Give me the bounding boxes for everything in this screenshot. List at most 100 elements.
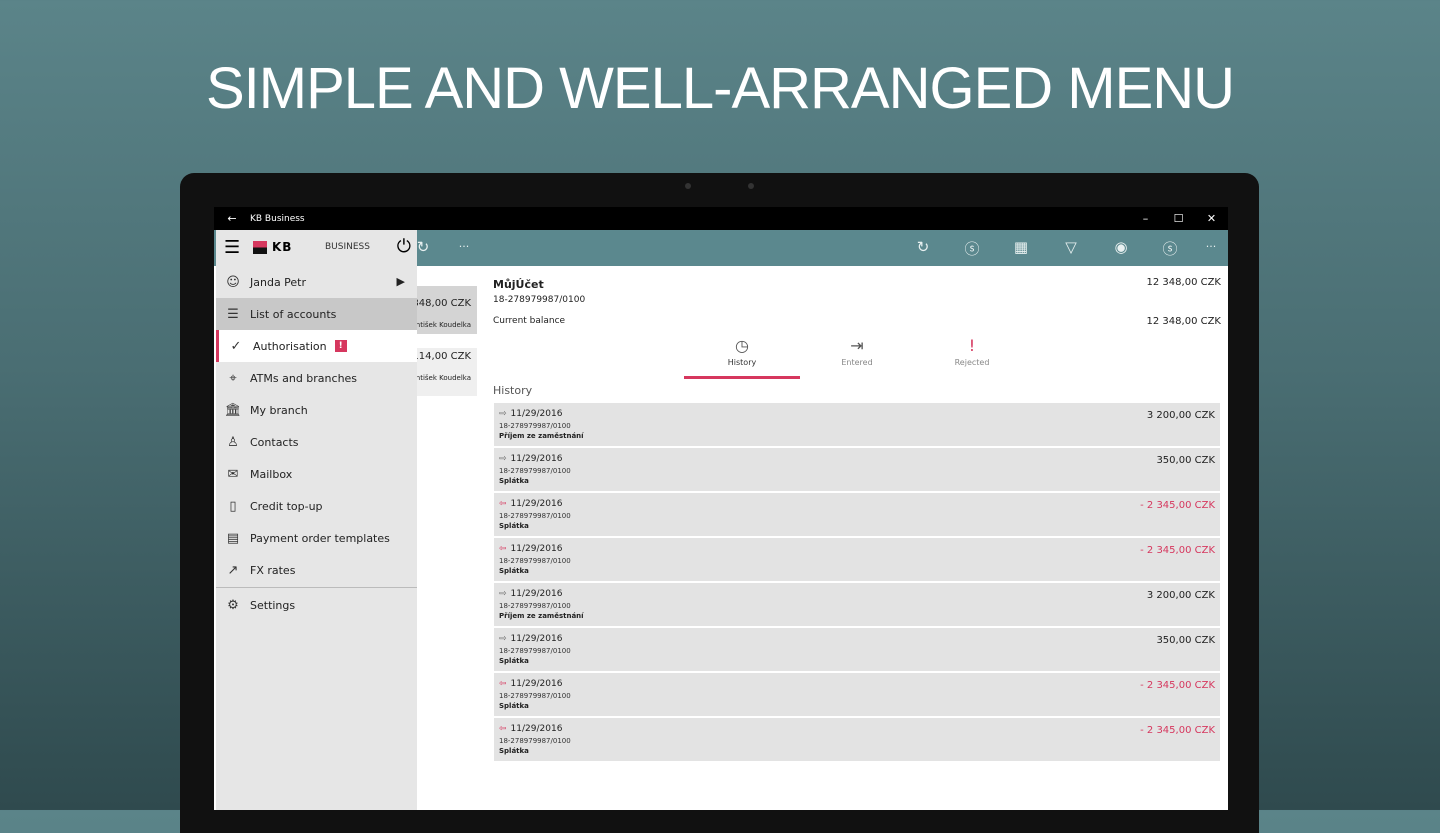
qr-code-icon[interactable]: ▦: [1013, 238, 1029, 256]
amount: - 2 345,00 CZK: [1140, 500, 1215, 511]
hamburger-menu-icon[interactable]: ☰: [224, 237, 241, 258]
outgoing-arrow-icon: ⇦: [499, 499, 507, 509]
history-row[interactable]: ⇨ 11/29/2016 18-278979987/0100 Splátka 350,0…: [494, 628, 1220, 671]
history-row[interactable]: ⇦ 11/29/2016 18-278979987/0100 Splátka - 2 3…: [494, 493, 1220, 536]
sidebar-item-payment-order-templates[interactable]: ▤ Payment order templates: [216, 522, 417, 554]
purpose: Splátka: [499, 522, 529, 530]
history-row[interactable]: ⇨ 11/29/2016 18-278979987/0100 Příjem ze za…: [494, 403, 1220, 446]
date: 11/29/2016: [510, 544, 563, 554]
rejected-icon: !: [968, 336, 976, 355]
counter-account: 18-278979987/0100: [499, 422, 571, 430]
clock-icon: ◷: [735, 336, 749, 355]
history-row[interactable]: ⇨ 11/29/2016 18-278979987/0100 Příjem ze za…: [494, 583, 1220, 626]
incoming-arrow-icon: ⇨: [499, 409, 507, 419]
purpose: Splátka: [499, 567, 529, 575]
purpose: Příjem ze zaměstnání: [499, 432, 584, 440]
menu-icon: ▯: [229, 498, 237, 514]
power-icon[interactable]: ⏻: [396, 236, 411, 257]
counter-account: 18-278979987/0100: [499, 737, 571, 745]
date: 11/29/2016: [510, 679, 563, 689]
divider: [216, 587, 417, 588]
close-button[interactable]: ✕: [1206, 212, 1217, 225]
headline: SIMPLE AND WELL-ARRANGED MENU: [205, 56, 1235, 121]
brand-name: KB: [272, 240, 293, 254]
amount: - 2 345,00 CZK: [1140, 680, 1215, 691]
camera-icon: [748, 183, 754, 189]
menu-icon: ✓: [230, 338, 242, 354]
tab-history[interactable]: ◷ History: [684, 336, 800, 367]
history-row[interactable]: ⇦ 11/29/2016 18-278979987/0100 Splátka - 2 3…: [494, 718, 1220, 761]
date: 11/29/2016: [510, 454, 563, 464]
minimize-button[interactable]: –: [1142, 212, 1149, 225]
incoming-arrow-icon: ⇨: [499, 454, 507, 464]
account-item[interactable]: 348,00 CZK ntišek Koudelka: [412, 286, 477, 334]
account-name: MůjÚčet: [493, 278, 544, 291]
history-row[interactable]: ⇦ 11/29/2016 18-278979987/0100 Splátka - 2 3…: [494, 538, 1220, 581]
kb-logo: [253, 241, 267, 254]
amount: 350,00 CZK: [1156, 455, 1215, 466]
account-amount: 12 348,00 CZK: [1146, 277, 1221, 288]
purpose: Příjem ze zaměstnání: [499, 612, 584, 620]
entered-icon: ⇥: [850, 336, 864, 355]
navigation-menu: ☰ KB BUSINESS ⏻ ☺ Janda Petr ▶ ☰ List of …: [216, 230, 417, 810]
menu-icon: ☰: [227, 306, 239, 322]
purpose: Splátka: [499, 657, 529, 665]
sidebar-item-atms-and-branches[interactable]: ⌖ ATMs and branches: [216, 362, 417, 394]
balance-value: 12 348,00 CZK: [1146, 316, 1221, 327]
date: 11/29/2016: [510, 589, 563, 599]
incoming-arrow-icon: ⇨: [499, 589, 507, 599]
history-row[interactable]: ⇦ 11/29/2016 18-278979987/0100 Splátka - 2 3…: [494, 673, 1220, 716]
outgoing-arrow-icon: ⇦: [499, 724, 507, 734]
sidebar-item-credit-top-up[interactable]: ▯ Credit top-up: [216, 490, 417, 522]
date: 11/29/2016: [510, 724, 563, 734]
purpose: Splátka: [499, 702, 529, 710]
history-heading: History: [493, 384, 533, 397]
counter-account: 18-278979987/0100: [499, 692, 571, 700]
sidebar-item-contacts[interactable]: ♙ Contacts: [216, 426, 417, 458]
window-title: KB Business: [250, 213, 305, 224]
sidebar-item-my-branch[interactable]: 🏛 My branch: [216, 394, 417, 426]
date: 11/29/2016: [510, 634, 563, 644]
account-item[interactable]: 114,00 CZK ntišek Koudelka: [412, 348, 477, 396]
menu-icon: ▤: [226, 530, 240, 546]
settings-payment-icon[interactable]: ⓢ: [1162, 240, 1178, 258]
sidebar-item-settings[interactable]: ⚙ Settings: [216, 589, 417, 621]
counter-account: 18-278979987/0100: [499, 512, 571, 520]
camera-icon: [685, 183, 691, 189]
counter-account: 18-278979987/0100: [499, 647, 571, 655]
counter-account: 18-278979987/0100: [499, 602, 571, 610]
refresh-icon[interactable]: ↻: [916, 238, 930, 256]
tab-rejected[interactable]: ! Rejected: [914, 336, 1030, 367]
active-tab-indicator: [684, 376, 800, 379]
balance-label: Current balance: [493, 316, 566, 326]
sidebar-item-list-of-accounts[interactable]: ☰ List of accounts: [216, 298, 417, 330]
purpose: Splátka: [499, 747, 529, 755]
menu-icon: ✉: [227, 466, 239, 482]
outgoing-arrow-icon: ⇦: [499, 544, 507, 554]
user-icon: ☺: [226, 274, 240, 290]
amount: - 2 345,00 CZK: [1140, 545, 1215, 556]
refresh-icon[interactable]: ↻: [416, 238, 430, 256]
more-icon[interactable]: ···: [1205, 240, 1217, 253]
menu-icon: 🏛: [224, 402, 242, 418]
sidebar-item-fx-rates[interactable]: ↗ FX rates: [216, 554, 417, 586]
user-profile[interactable]: ☺ Janda Petr ▶: [216, 266, 417, 298]
app-window: ← KB Business – ☐ ✕ ↻ ··· ↻ ⓢ ▦ ▽ ◉ ⓢ ··…: [214, 207, 1228, 810]
back-button[interactable]: ←: [227, 212, 237, 225]
incoming-arrow-icon: ⇨: [499, 634, 507, 644]
menu-icon: ⌖: [229, 370, 237, 386]
filter-icon[interactable]: ▽: [1065, 238, 1077, 256]
sidebar-item-authorisation[interactable]: ✓ Authorisation!: [216, 330, 417, 362]
more-icon[interactable]: ···: [458, 240, 470, 253]
tab-entered[interactable]: ⇥ Entered: [799, 336, 915, 367]
maximize-button[interactable]: ☐: [1173, 212, 1184, 225]
payment-icon[interactable]: ⓢ: [964, 240, 980, 258]
view-icon[interactable]: ◉: [1114, 238, 1128, 256]
sidebar-item-mailbox[interactable]: ✉ Mailbox: [216, 458, 417, 490]
account-detail: MůjÚčet 18-278979987/0100 12 348,00 CZK …: [493, 266, 1228, 810]
history-row[interactable]: ⇨ 11/29/2016 18-278979987/0100 Splátka 350,0…: [494, 448, 1220, 491]
amount: 3 200,00 CZK: [1146, 590, 1215, 601]
menu-icon: ↗: [227, 562, 239, 578]
business-label: BUSINESS: [325, 242, 370, 252]
date: 11/29/2016: [510, 409, 563, 419]
